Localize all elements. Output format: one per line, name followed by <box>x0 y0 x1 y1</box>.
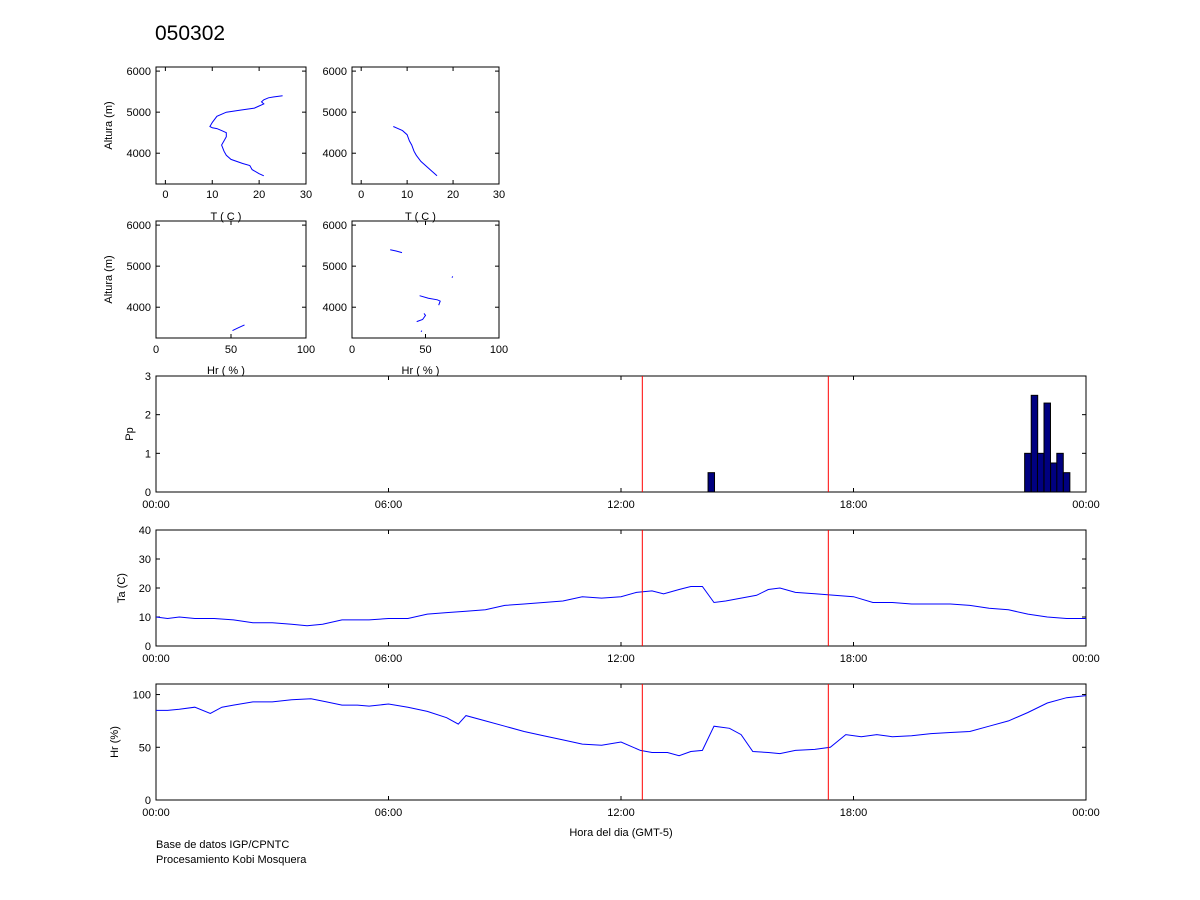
temp-series-y-tick-label: 20 <box>139 583 151 595</box>
profile-temp-1-x-axis-label: T ( C ) <box>211 211 242 223</box>
temp-series-x-tick-label: 06:00 <box>375 653 403 665</box>
profile-hr-1-x-tick-label: 0 <box>153 344 159 356</box>
precip-series-y-tick-label: 0 <box>145 487 151 499</box>
precip-series-plot-frame <box>155 375 1087 493</box>
chart-profile-temp-1: 0 10 20 30 4000 5000 6000 T ( C ) Altura (m) <box>103 66 312 223</box>
temp-series-y-tick-label: 30 <box>139 554 151 566</box>
profile-hr-2-series-line <box>451 276 454 278</box>
profile-hr-2-x-tick-label: 100 <box>490 344 508 356</box>
temp-series-plot-frame <box>155 529 1087 647</box>
hr-series-x-tick-label: 18:00 <box>840 807 868 819</box>
profile-temp-2-y-tick-label: 6000 <box>323 66 347 78</box>
profile-temp-1-x-tick-label: 0 <box>162 189 168 201</box>
profile-temp-1-series-line <box>209 95 283 177</box>
profile-hr-1-y-tick-label: 4000 <box>127 302 151 314</box>
precip-series-y-tick-label: 3 <box>145 371 151 383</box>
profile-hr-2-plot-frame <box>351 220 500 339</box>
profile-hr-2-x-tick-label: 50 <box>419 344 431 356</box>
profile-temp-1-x-tick-label: 10 <box>206 189 218 201</box>
precip-series-bar <box>1036 452 1045 493</box>
precip-series-y-axis-label: Pp <box>124 427 136 440</box>
temp-series-x-tick-label: 00:00 <box>1072 653 1100 665</box>
profile-hr-2-series-line <box>419 295 441 306</box>
chart-profile-hr-2: 0 50 100 4000 5000 6000 Hr ( % ) <box>323 220 509 377</box>
precip-series-x-tick-label: 06:00 <box>375 499 403 511</box>
profile-temp-2-x-tick-label: 0 <box>358 189 364 201</box>
precip-series-bar <box>1056 452 1064 493</box>
temp-series-x-tick-label: 00:00 <box>142 653 170 665</box>
temp-series-series-line <box>155 586 1086 627</box>
profile-temp-1-x-tick-label: 20 <box>253 189 265 201</box>
temp-series-y-tick-label: 0 <box>145 641 151 653</box>
precip-series-x-tick-label: 18:00 <box>840 499 868 511</box>
profile-hr-1-plot-frame <box>155 220 307 339</box>
precip-series-x-tick-label: 00:00 <box>142 499 170 511</box>
hr-series-x-axis-label: Hora del dia (GMT-5) <box>569 827 672 839</box>
profile-temp-1-y-tick-label: 5000 <box>127 107 151 119</box>
profile-temp-1-y-axis-label: Altura (m) <box>103 101 115 149</box>
temp-series-y-tick-label: 40 <box>139 525 151 537</box>
profile-hr-2-y-tick-label: 5000 <box>323 261 347 273</box>
profile-hr-1-series-line <box>232 324 245 332</box>
profile-hr-1-y-tick-label: 5000 <box>127 261 151 273</box>
profile-temp-2-y-tick-label: 4000 <box>323 148 347 160</box>
profile-temp-2-x-tick-label: 20 <box>447 189 459 201</box>
precip-series-bar <box>1050 462 1058 493</box>
profile-hr-1-x-axis-label: Hr ( % ) <box>207 365 245 377</box>
hr-series-x-tick-label: 12:00 <box>607 807 635 819</box>
precip-series-y-tick-label: 1 <box>145 448 151 460</box>
profile-temp-1-plot-frame <box>155 66 307 185</box>
profile-hr-2-series-line <box>416 313 427 323</box>
hr-series-series-line <box>156 695 1087 757</box>
temp-series-x-tick-label: 18:00 <box>840 653 868 665</box>
hr-series-y-tick-label: 50 <box>139 742 151 754</box>
profile-temp-1-x-tick-label: 30 <box>300 189 312 201</box>
profile-hr-2-y-tick-label: 6000 <box>323 220 347 232</box>
profile-temp-1-y-tick-label: 6000 <box>127 66 151 78</box>
profile-temp-2-x-tick-label: 30 <box>493 189 505 201</box>
hr-series-x-tick-label: 00:00 <box>1072 807 1100 819</box>
chart-profile-temp-2: 0 10 20 30 4000 5000 6000 T ( C ) <box>323 66 506 223</box>
precip-series-bar <box>1024 452 1032 493</box>
precip-series-bar <box>707 472 716 493</box>
profile-hr-2-x-tick-label: 0 <box>349 344 355 356</box>
credits-processing: Procesamiento Kobi Mosquera <box>156 854 307 866</box>
profile-hr-1-x-tick-label: 50 <box>225 344 237 356</box>
profile-hr-1-y-tick-label: 6000 <box>127 220 151 232</box>
profile-temp-2-x-axis-label: T ( C ) <box>405 211 436 223</box>
profile-hr-2-series-line <box>390 249 403 254</box>
hr-series-y-axis-label: Hr (%) <box>109 726 121 758</box>
profile-temp-1-y-tick-label: 4000 <box>127 148 151 160</box>
chart-profile-hr-1: 0 50 100 4000 5000 6000 Hr ( % ) Altura (m) <box>103 220 315 377</box>
hr-series-x-tick-label: 00:00 <box>142 807 170 819</box>
precip-series-bar <box>1062 472 1071 493</box>
hr-series-y-tick-label: 0 <box>145 795 151 807</box>
profile-hr-2-series-line <box>420 330 423 333</box>
precip-series-bar <box>1030 394 1039 493</box>
hr-series-x-tick-label: 06:00 <box>375 807 403 819</box>
temp-series-y-axis-label: Ta (C) <box>116 573 128 603</box>
precip-series-y-tick-label: 2 <box>145 410 151 422</box>
profile-temp-2-x-tick-label: 10 <box>401 189 413 201</box>
temp-series-y-tick-label: 10 <box>139 612 151 624</box>
temp-series-x-tick-label: 12:00 <box>607 653 635 665</box>
profile-hr-2-y-tick-label: 4000 <box>323 302 347 314</box>
profile-temp-2-plot-frame <box>351 66 500 185</box>
precip-series-x-tick-label: 12:00 <box>607 499 635 511</box>
precip-series-x-tick-label: 00:00 <box>1072 499 1100 511</box>
profile-hr-1-x-tick-label: 100 <box>297 344 315 356</box>
precip-series-bar <box>1043 402 1051 493</box>
credits: Base de datos IGP/CPNTC Procesamiento Ko… <box>156 838 306 868</box>
profile-temp-2-series-line <box>393 126 438 177</box>
profile-hr-1-y-axis-label: Altura (m) <box>103 255 115 303</box>
profile-temp-2-y-tick-label: 5000 <box>323 107 347 119</box>
credits-source: Base de datos IGP/CPNTC <box>156 839 290 851</box>
profile-hr-2-x-axis-label: Hr ( % ) <box>402 365 440 377</box>
hr-series-y-tick-label: 100 <box>133 690 151 702</box>
page-title: 050302 <box>155 22 226 45</box>
